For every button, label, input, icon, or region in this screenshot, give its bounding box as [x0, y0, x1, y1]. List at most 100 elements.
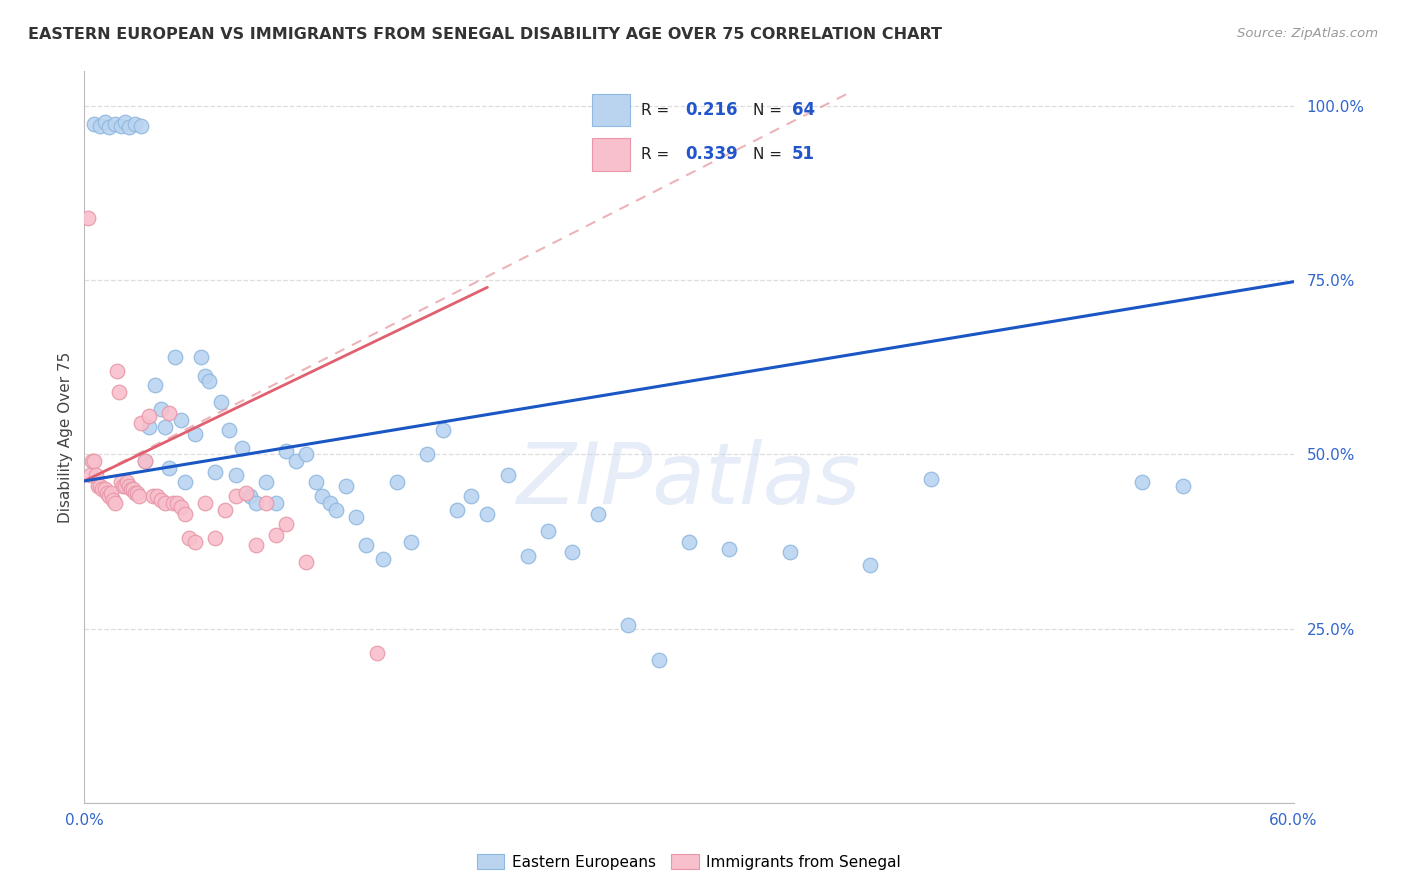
Text: 0.216: 0.216	[685, 101, 737, 119]
Point	[859, 558, 882, 572]
Point	[77, 211, 100, 225]
Point	[93, 483, 115, 497]
Point	[100, 485, 122, 500]
Point	[110, 119, 132, 133]
Point	[194, 496, 217, 510]
Bar	[592, 94, 630, 127]
Point	[194, 369, 217, 384]
Point	[129, 416, 152, 430]
Point	[245, 538, 267, 552]
Point	[204, 531, 226, 545]
Point	[561, 545, 583, 559]
Point	[134, 454, 156, 468]
Point	[214, 503, 236, 517]
Point	[149, 492, 172, 507]
Point	[366, 646, 388, 660]
Point	[184, 534, 207, 549]
Point	[146, 489, 169, 503]
Point	[198, 375, 221, 389]
Point	[225, 468, 247, 483]
Point	[165, 350, 187, 364]
Point	[91, 483, 114, 497]
Point	[79, 468, 101, 483]
Point	[588, 507, 610, 521]
Text: N =: N =	[754, 146, 787, 161]
Point	[134, 454, 156, 468]
Point	[83, 454, 105, 468]
Point	[157, 406, 180, 420]
Point	[157, 461, 180, 475]
Point	[105, 364, 128, 378]
Point	[142, 489, 165, 503]
Text: 0.339: 0.339	[685, 145, 738, 163]
Point	[87, 479, 110, 493]
Point	[254, 496, 277, 510]
Point	[121, 483, 143, 497]
Point	[204, 465, 226, 479]
Point	[218, 423, 240, 437]
Point	[128, 489, 150, 503]
Point	[82, 454, 104, 468]
Point	[153, 496, 176, 510]
Point	[274, 444, 297, 458]
Point	[104, 117, 127, 131]
Point	[385, 475, 408, 490]
Point	[162, 496, 184, 510]
Text: ZIPatlas: ZIPatlas	[517, 440, 860, 523]
Point	[416, 448, 439, 462]
Point	[143, 377, 166, 392]
Bar	[592, 137, 630, 170]
Point	[115, 475, 138, 490]
Point	[295, 556, 318, 570]
Point	[496, 468, 519, 483]
Point	[104, 496, 127, 510]
Point	[371, 552, 394, 566]
Point	[1171, 479, 1194, 493]
Point	[138, 419, 160, 434]
Text: 64: 64	[792, 101, 815, 119]
Point	[174, 507, 197, 521]
Point	[125, 485, 148, 500]
Point	[274, 517, 297, 532]
Point	[305, 475, 328, 490]
Point	[432, 423, 454, 437]
Point	[231, 441, 253, 455]
Point	[648, 653, 671, 667]
Point	[346, 510, 368, 524]
Text: Source: ZipAtlas.com: Source: ZipAtlas.com	[1237, 27, 1378, 40]
Point	[97, 489, 120, 503]
Point	[264, 496, 287, 510]
Point	[399, 534, 422, 549]
Point	[239, 489, 262, 503]
Point	[93, 114, 115, 128]
Point	[295, 448, 318, 462]
Point	[96, 485, 118, 500]
Point	[460, 489, 482, 503]
Point	[110, 475, 132, 490]
Point	[920, 472, 942, 486]
Point	[166, 496, 188, 510]
Point	[311, 489, 333, 503]
Point	[335, 479, 357, 493]
Point	[89, 479, 111, 493]
Point	[319, 496, 342, 510]
Point	[107, 384, 129, 399]
Point	[264, 527, 287, 541]
Point	[111, 479, 134, 493]
Text: N =: N =	[754, 103, 787, 118]
Point	[129, 119, 152, 133]
Point	[86, 468, 108, 483]
Point	[617, 618, 640, 632]
Point	[477, 507, 499, 521]
Point	[235, 485, 257, 500]
Point	[254, 475, 277, 490]
Point	[779, 545, 801, 559]
Point	[190, 350, 212, 364]
Point	[174, 475, 197, 490]
Legend: Eastern Europeans, Immigrants from Senegal: Eastern Europeans, Immigrants from Seneg…	[471, 848, 907, 876]
Point	[138, 409, 160, 424]
Point	[325, 503, 347, 517]
Point	[537, 524, 560, 538]
Point	[1132, 475, 1154, 490]
Y-axis label: Disability Age Over 75: Disability Age Over 75	[58, 351, 73, 523]
